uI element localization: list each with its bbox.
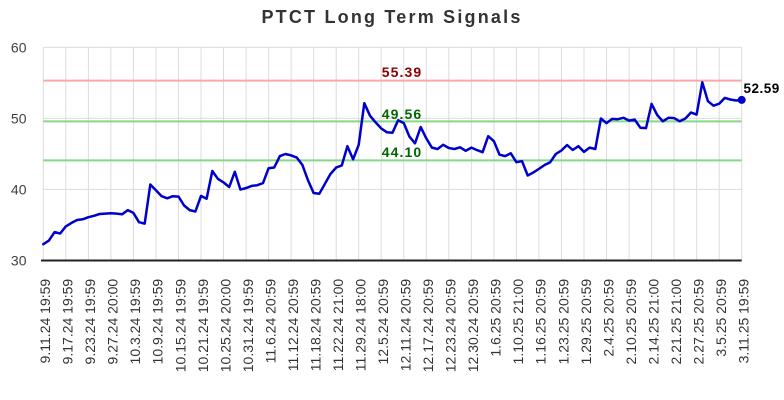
svg-text:PTCT Long Term Signals: PTCT Long Term Signals: [261, 7, 522, 27]
svg-text:12.17.24 20:59: 12.17.24 20:59: [420, 279, 436, 373]
svg-text:12.23.24 20:59: 12.23.24 20:59: [443, 279, 459, 373]
svg-text:1.10.25 21:00: 1.10.25 21:00: [510, 279, 526, 365]
svg-text:10.3.24 19:59: 10.3.24 19:59: [127, 279, 143, 365]
svg-text:44.10: 44.10: [382, 144, 423, 160]
svg-text:1.16.25 20:59: 1.16.25 20:59: [533, 279, 549, 365]
svg-text:52.59: 52.59: [744, 81, 780, 96]
svg-text:40: 40: [11, 181, 27, 197]
svg-text:2.14.25 21:00: 2.14.25 21:00: [645, 279, 661, 365]
svg-text:10.9.24 19:59: 10.9.24 19:59: [150, 279, 166, 365]
svg-text:9.11.24 19:59: 9.11.24 19:59: [37, 279, 53, 364]
svg-text:1.29.25 20:59: 1.29.25 20:59: [578, 279, 594, 365]
svg-text:9.23.24 19:59: 9.23.24 19:59: [82, 279, 98, 365]
svg-text:2.27.25 20:59: 2.27.25 20:59: [690, 279, 706, 365]
svg-text:3.11.25 19:59: 3.11.25 19:59: [736, 279, 752, 364]
svg-text:11.6.24 20:59: 11.6.24 20:59: [262, 279, 278, 364]
svg-text:1.6.25 20:59: 1.6.25 20:59: [488, 279, 504, 357]
svg-text:2.21.25 21:00: 2.21.25 21:00: [668, 279, 684, 365]
svg-text:1.23.25 20:59: 1.23.25 20:59: [555, 279, 571, 365]
svg-text:9.17.24 19:59: 9.17.24 19:59: [60, 279, 76, 365]
svg-text:50: 50: [11, 110, 27, 126]
svg-text:10.21.24 19:59: 10.21.24 19:59: [195, 279, 211, 373]
svg-text:10.15.24 19:59: 10.15.24 19:59: [172, 279, 188, 373]
svg-text:12.5.24 20:59: 12.5.24 20:59: [375, 279, 391, 365]
svg-text:11.12.24 20:59: 11.12.24 20:59: [285, 279, 301, 372]
svg-text:49.56: 49.56: [382, 106, 423, 122]
svg-text:30: 30: [11, 253, 27, 269]
svg-text:11.29.24 18:00: 11.29.24 18:00: [353, 279, 369, 372]
svg-text:55.39: 55.39: [382, 64, 423, 80]
svg-text:10.25.24 20:00: 10.25.24 20:00: [217, 279, 233, 373]
svg-text:10.31.24 19:59: 10.31.24 19:59: [240, 279, 256, 373]
svg-text:11.22.24 21:00: 11.22.24 21:00: [330, 279, 346, 372]
svg-text:12.11.24 20:59: 12.11.24 20:59: [398, 279, 414, 372]
svg-text:60: 60: [11, 39, 27, 55]
svg-text:12.30.24 20:59: 12.30.24 20:59: [465, 279, 481, 373]
svg-text:9.27.24 20:00: 9.27.24 20:00: [105, 279, 121, 365]
svg-text:3.5.25 20:59: 3.5.25 20:59: [713, 279, 729, 357]
svg-text:11.18.24 20:59: 11.18.24 20:59: [307, 279, 323, 372]
svg-text:2.10.25 20:59: 2.10.25 20:59: [623, 279, 639, 365]
svg-text:2.4.25 20:59: 2.4.25 20:59: [600, 279, 616, 357]
